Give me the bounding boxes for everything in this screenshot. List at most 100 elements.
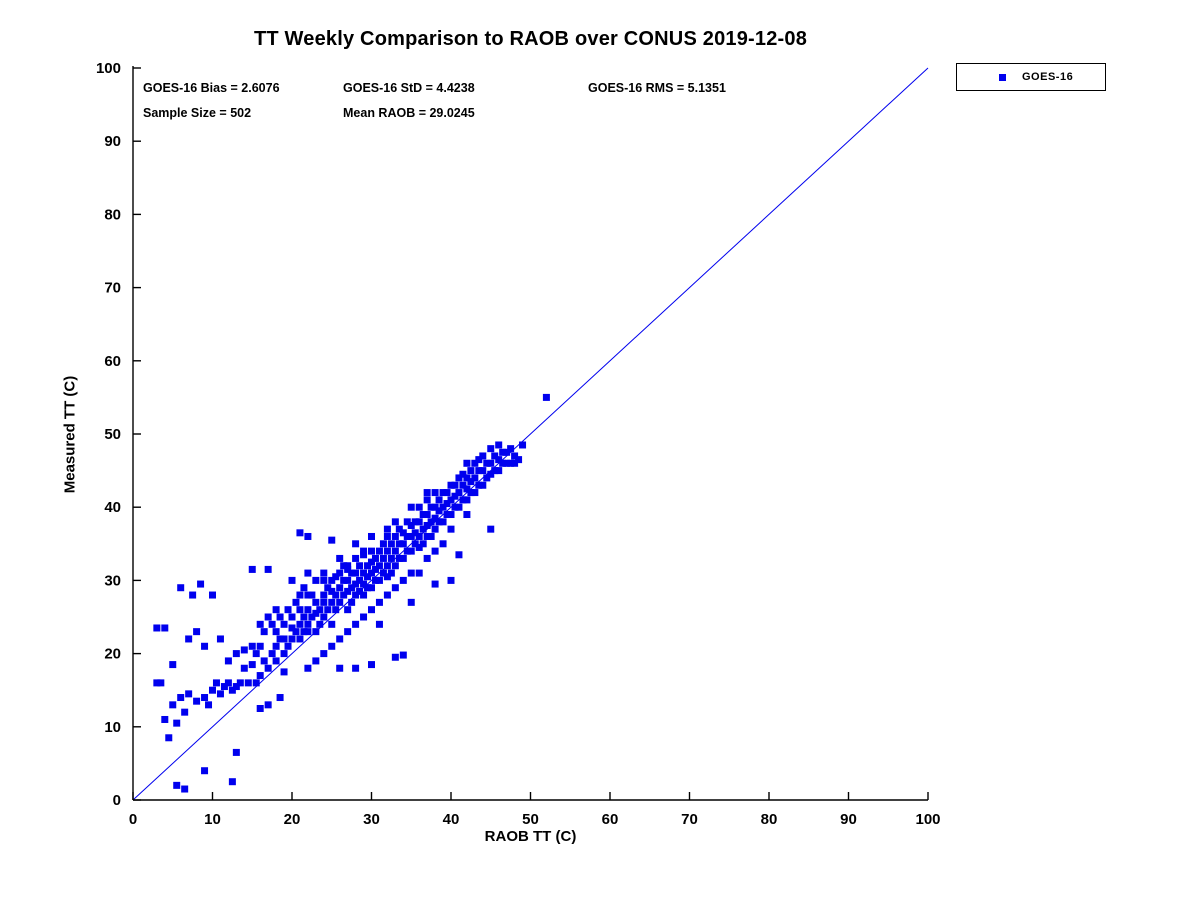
data-point	[415, 543, 423, 551]
data-point	[459, 496, 467, 504]
data-point	[260, 628, 268, 636]
data-point	[391, 562, 399, 570]
data-point	[352, 569, 360, 577]
data-point	[455, 503, 463, 511]
y-tick-label: 20	[104, 646, 121, 663]
data-point	[511, 452, 519, 460]
data-point	[161, 624, 169, 632]
data-point	[515, 456, 523, 464]
data-point	[296, 529, 304, 537]
data-point	[224, 657, 232, 665]
data-point	[304, 569, 312, 577]
data-point	[177, 584, 185, 592]
data-point	[193, 697, 201, 705]
x-tick-label: 50	[522, 811, 539, 828]
data-point	[264, 565, 272, 573]
data-point	[328, 536, 336, 544]
data-point	[324, 584, 332, 592]
data-point	[371, 576, 379, 584]
data-point	[312, 576, 320, 584]
data-point	[336, 584, 344, 592]
data-point	[479, 452, 487, 460]
data-point	[332, 573, 340, 581]
data-point	[447, 481, 455, 489]
data-point	[280, 650, 288, 658]
data-point	[423, 511, 431, 519]
data-point	[431, 489, 439, 497]
data-point	[240, 646, 248, 654]
data-point	[264, 613, 272, 621]
data-point	[451, 503, 459, 511]
data-point	[403, 518, 411, 526]
data-point	[328, 587, 336, 595]
data-point	[344, 565, 352, 573]
data-point	[268, 620, 276, 628]
data-point	[507, 445, 515, 453]
data-point	[415, 532, 423, 540]
data-point	[193, 628, 201, 636]
data-point	[344, 576, 352, 584]
data-point	[407, 503, 415, 511]
stat-mean-raob: Mean RAOB = 29.0245	[343, 106, 475, 120]
data-point	[383, 573, 391, 581]
data-point	[320, 576, 328, 584]
data-point	[479, 467, 487, 475]
data-point	[332, 591, 340, 599]
stat-bias: GOES-16 Bias = 2.6076	[143, 81, 280, 95]
data-point	[431, 580, 439, 588]
data-point	[447, 511, 455, 519]
legend: GOES-16	[956, 63, 1106, 91]
y-tick-label: 80	[104, 206, 121, 223]
data-point	[336, 569, 344, 577]
data-point	[224, 679, 232, 687]
data-point	[463, 511, 471, 519]
data-point	[276, 694, 284, 702]
data-point	[296, 606, 304, 614]
data-point	[459, 481, 467, 489]
data-point	[340, 591, 348, 599]
data-point	[391, 547, 399, 555]
data-point	[387, 540, 395, 548]
data-point	[364, 584, 372, 592]
data-point	[542, 393, 550, 401]
data-point	[181, 708, 189, 716]
data-point	[288, 635, 296, 643]
data-point	[165, 734, 173, 742]
data-point	[499, 448, 507, 456]
data-point	[181, 785, 189, 793]
data-point	[336, 664, 344, 672]
data-point	[169, 661, 177, 669]
data-point	[244, 679, 252, 687]
data-point	[272, 606, 280, 614]
data-point	[280, 668, 288, 676]
data-point	[344, 587, 352, 595]
data-point	[431, 525, 439, 533]
data-point	[268, 650, 276, 658]
data-point	[161, 715, 169, 723]
data-point	[439, 489, 447, 497]
data-point	[209, 686, 216, 694]
legend-marker-square-icon	[999, 73, 1006, 81]
data-point	[344, 562, 352, 570]
data-point	[320, 598, 328, 606]
data-point	[232, 683, 240, 691]
data-point	[423, 522, 431, 529]
data-point	[300, 628, 308, 636]
data-point	[360, 547, 368, 555]
data-point	[399, 540, 407, 548]
data-point	[209, 591, 216, 599]
data-point	[503, 459, 511, 467]
data-point	[256, 705, 264, 712]
data-point	[495, 456, 503, 464]
data-point	[236, 679, 244, 687]
x-tick-label: 90	[840, 811, 857, 828]
data-point	[407, 522, 415, 529]
data-point	[463, 459, 471, 467]
data-point	[284, 606, 292, 614]
data-point	[328, 620, 336, 628]
data-point	[177, 694, 185, 702]
data-point	[487, 445, 495, 453]
data-point	[391, 653, 399, 661]
